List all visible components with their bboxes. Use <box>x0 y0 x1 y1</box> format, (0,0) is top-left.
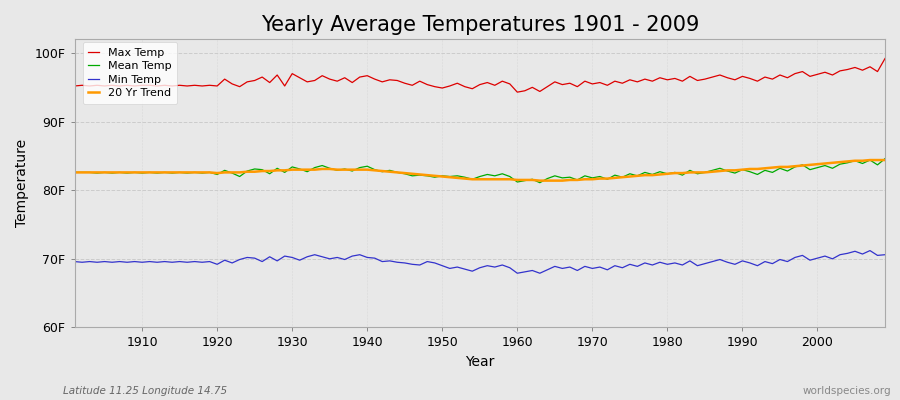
Max Temp <box>609 79 620 84</box>
Min Temp <box>294 258 305 262</box>
20 Yr Trend <box>535 178 545 183</box>
Min Temp <box>865 248 876 253</box>
Max Temp <box>130 84 140 88</box>
Mean Temp <box>339 166 350 171</box>
Min Temp <box>504 265 515 270</box>
Min Temp <box>519 270 530 274</box>
Min Temp <box>339 257 350 262</box>
Max Temp <box>519 88 530 93</box>
Mean Temp <box>294 166 305 171</box>
20 Yr Trend <box>609 176 620 180</box>
Max Temp <box>879 56 890 61</box>
Title: Yearly Average Temperatures 1901 - 2009: Yearly Average Temperatures 1901 - 2009 <box>261 15 699 35</box>
Min Temp <box>69 259 80 264</box>
Y-axis label: Temperature: Temperature <box>15 139 29 228</box>
Line: Min Temp: Min Temp <box>75 250 885 273</box>
Min Temp <box>879 252 890 257</box>
X-axis label: Year: Year <box>465 355 494 369</box>
Mean Temp <box>609 173 620 178</box>
20 Yr Trend <box>294 167 305 172</box>
Max Temp <box>69 84 80 88</box>
Text: Latitude 11.25 Longitude 14.75: Latitude 11.25 Longitude 14.75 <box>63 386 227 396</box>
Min Temp <box>609 263 620 268</box>
Max Temp <box>294 75 305 80</box>
Mean Temp <box>69 170 80 175</box>
Max Temp <box>504 82 515 86</box>
Line: Mean Temp: Mean Temp <box>75 159 885 183</box>
Line: Max Temp: Max Temp <box>75 58 885 92</box>
20 Yr Trend <box>504 177 515 182</box>
20 Yr Trend <box>69 170 80 175</box>
Mean Temp <box>512 180 523 184</box>
Mean Temp <box>504 174 515 179</box>
20 Yr Trend <box>339 167 350 172</box>
Max Temp <box>512 90 523 94</box>
Line: 20 Yr Trend: 20 Yr Trend <box>75 160 885 181</box>
20 Yr Trend <box>879 158 890 162</box>
Min Temp <box>512 271 523 276</box>
20 Yr Trend <box>865 158 876 162</box>
Text: worldspecies.org: worldspecies.org <box>803 386 891 396</box>
Mean Temp <box>130 170 140 175</box>
20 Yr Trend <box>130 170 140 175</box>
Legend: Max Temp, Mean Temp, Min Temp, 20 Yr Trend: Max Temp, Mean Temp, Min Temp, 20 Yr Tre… <box>83 42 177 104</box>
Max Temp <box>339 75 350 80</box>
Min Temp <box>130 259 140 264</box>
Mean Temp <box>535 180 545 185</box>
20 Yr Trend <box>512 178 523 182</box>
Mean Temp <box>879 156 890 161</box>
